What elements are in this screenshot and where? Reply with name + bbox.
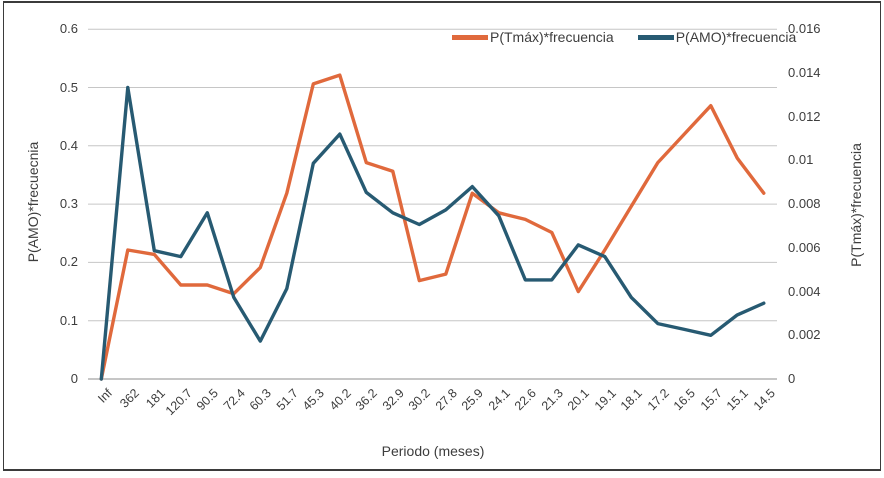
chart-legend: P(Tmáx)*frecuencia P(AMO)*frecuencia — [452, 29, 796, 45]
right-y-tick-label: 0.01 — [788, 152, 814, 168]
legend-item-amo: P(AMO)*frecuencia — [637, 29, 797, 45]
legend-label-tmax: P(Tmáx)*frecuencia — [490, 29, 614, 45]
legend-label-amo: P(AMO)*frecuencia — [675, 29, 797, 45]
left-y-tick-label: 0.2 — [59, 254, 78, 270]
right-y-tick-label: 0.002 — [788, 327, 821, 343]
right-y-tick-label: 0 — [788, 371, 796, 386]
series-line-amo — [99, 85, 766, 381]
x-axis-title: Periodo (meses) — [381, 443, 485, 459]
left-y-tick-label: 0.5 — [59, 79, 78, 95]
series-line-tmax — [99, 73, 766, 381]
left-y-tick-label: 0.4 — [59, 137, 78, 153]
right-y-tick-label: 0.012 — [788, 108, 821, 124]
right-y-tick-label: 0.016 — [788, 21, 821, 37]
right-y-axis-title: P(Tmáx)*frecuencia — [848, 143, 864, 267]
legend-swatch-amo — [637, 34, 674, 40]
left-y-tick-label: 0.1 — [59, 312, 78, 328]
legend-swatch-tmax — [452, 34, 488, 40]
right-y-tick-label: 0.006 — [788, 239, 821, 255]
right-y-tick-label: 0.014 — [788, 64, 821, 80]
left-y-tick-label: 0.6 — [59, 21, 78, 37]
right-y-tick-label: 0.004 — [788, 283, 821, 299]
left-y-tick-label: 0.3 — [59, 196, 78, 212]
right-y-tick-label: 0.008 — [788, 196, 821, 212]
legend-item-tmax: P(Tmáx)*frecuencia — [452, 29, 614, 45]
left-y-tick-label: 0 — [70, 371, 78, 386]
